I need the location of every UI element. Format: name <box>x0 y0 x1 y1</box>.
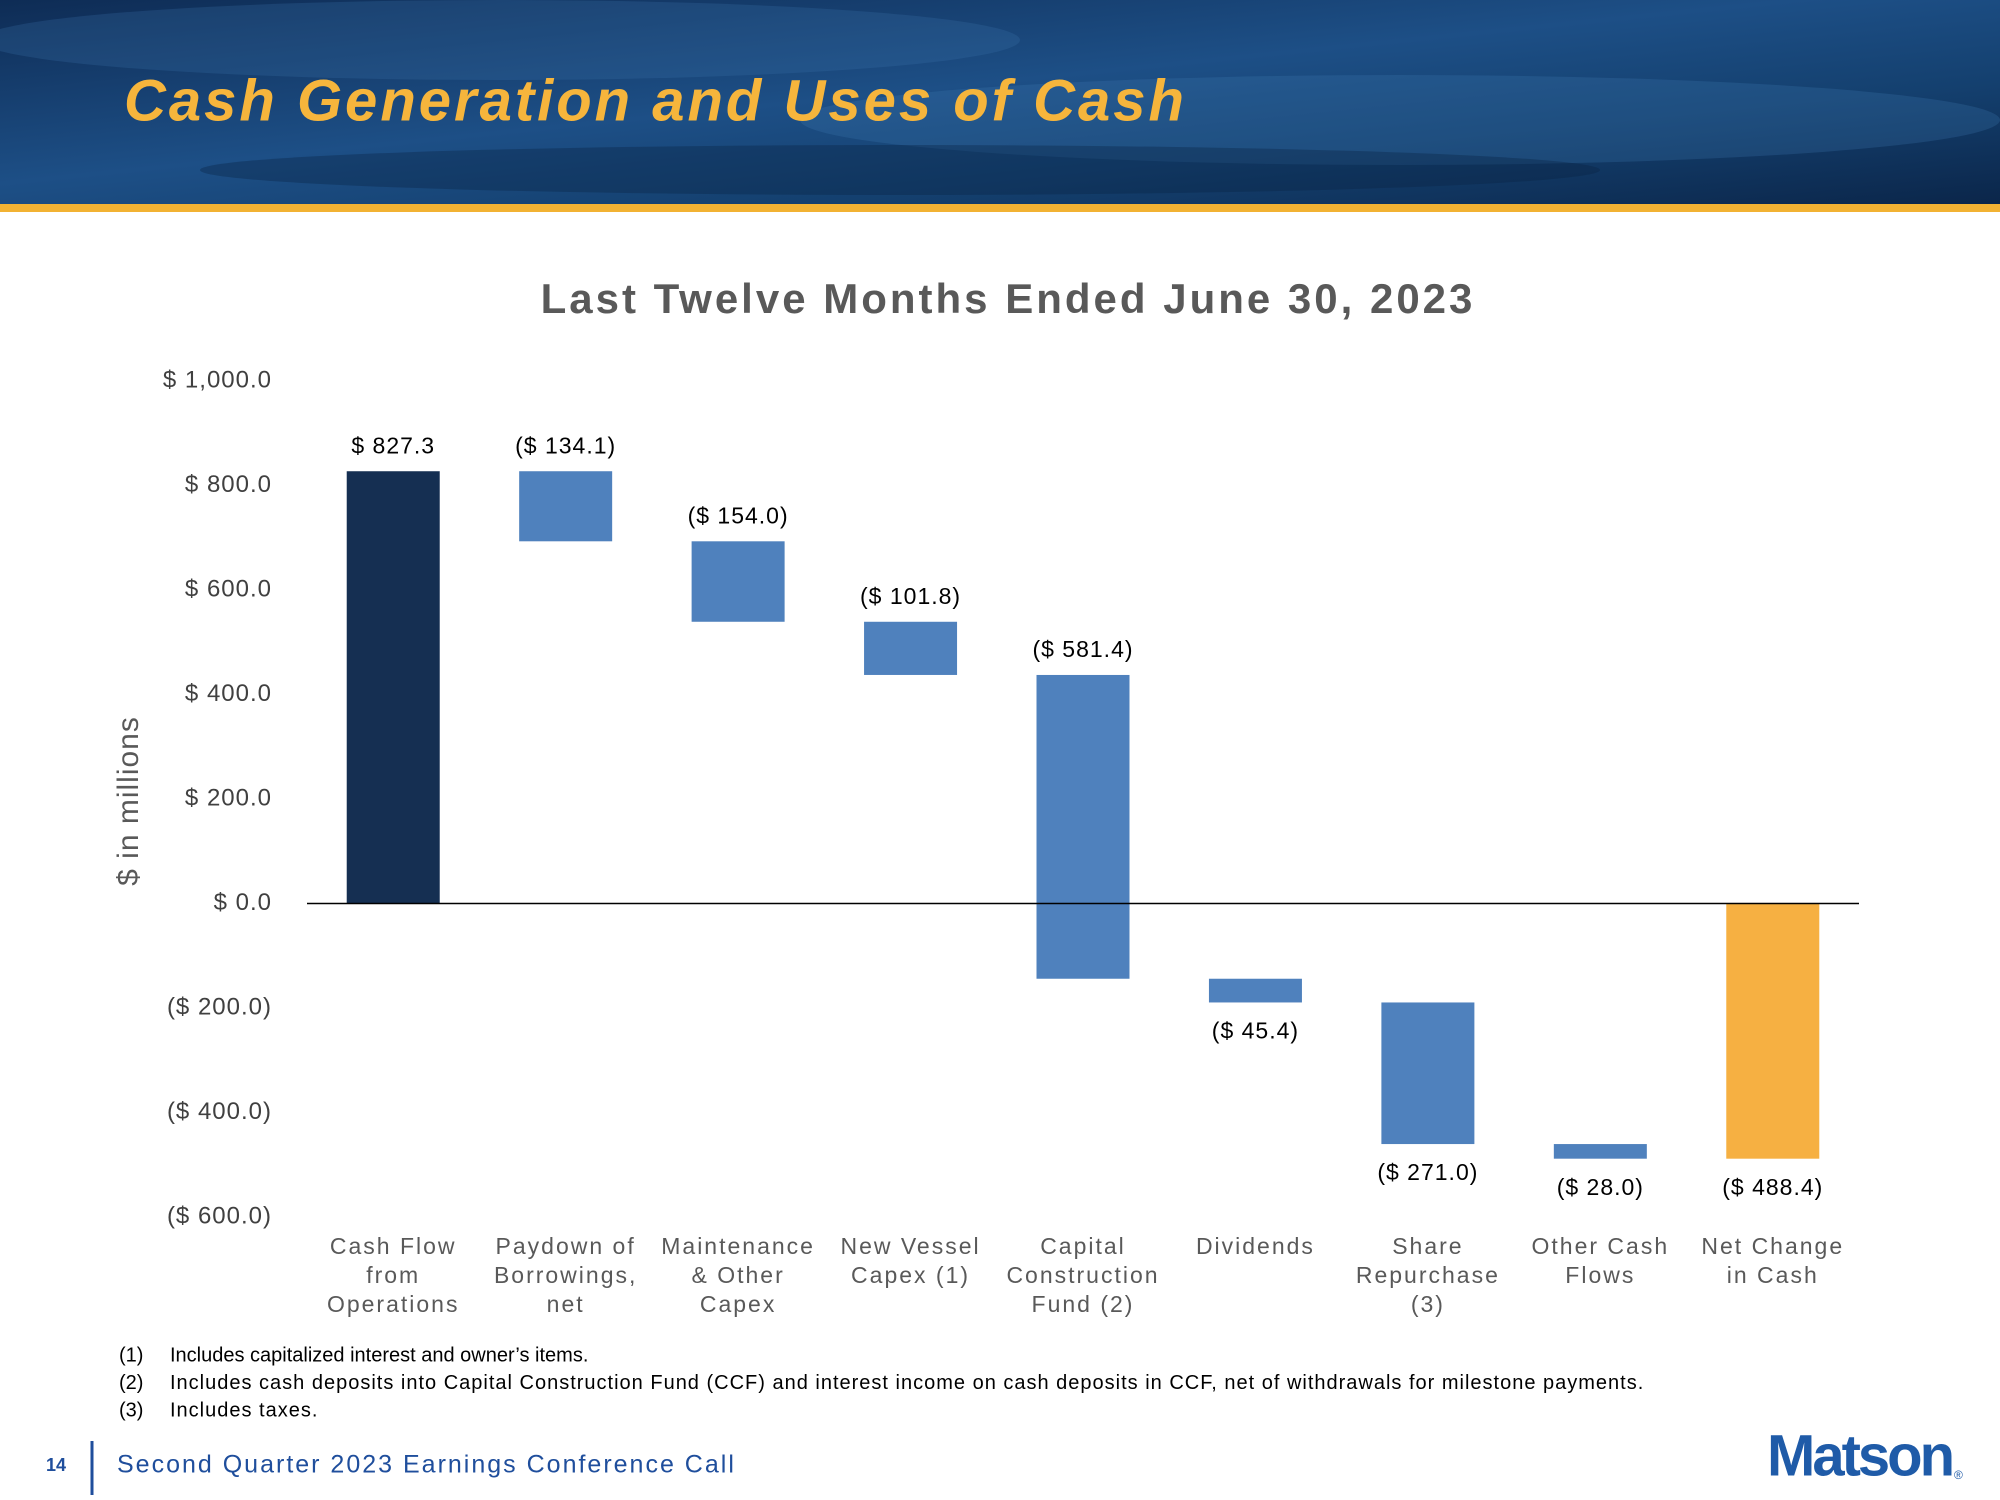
bar <box>346 471 440 904</box>
footnotes: (1) Includes capitalized interest and own… <box>119 1344 1644 1421</box>
bar <box>1553 1144 1647 1159</box>
plot-area: $ 1,000.0 $ 800.0 $ 600.0 $ 400.0 $ 200.0 $ 0… <box>163 366 1859 1229</box>
bar <box>1381 1002 1475 1145</box>
data-label: ($ 581.4) <box>1032 636 1133 662</box>
y-tick-label: $ 800.0 <box>185 471 272 498</box>
footnote-number: (2) <box>119 1372 143 1394</box>
slide-title: Cash Generation and Uses of Cash <box>124 68 1187 133</box>
page-number: 14 <box>46 1455 66 1475</box>
data-label: ($ 101.8) <box>860 583 961 609</box>
x-tick-label: New Vessel Capex (1) <box>840 1233 981 1288</box>
footnote-text: Includes taxes. <box>170 1399 318 1421</box>
y-tick-label: $ 600.0 <box>185 575 272 602</box>
y-tick-label: ($ 400.0) <box>167 1098 272 1125</box>
y-axis-title: $ in millions <box>112 716 145 886</box>
footnote-text: Includes cash deposits into Capital Cons… <box>170 1372 1644 1394</box>
bar <box>864 621 958 675</box>
header-band <box>0 0 2000 212</box>
data-label: ($ 154.0) <box>688 502 789 528</box>
data-label: $ 827.3 <box>351 432 435 458</box>
x-tick-label: Capital Construction Fund (2) <box>1006 1233 1160 1317</box>
chart-title: Last Twelve Months Ended June 30, 2023 <box>541 275 1476 322</box>
logo: Matson <box>1767 1423 1952 1488</box>
y-tick-label: ($ 200.0) <box>167 993 272 1020</box>
footer-text: Second Quarter 2023 Earnings Conference … <box>117 1451 736 1479</box>
y-tick-label: $ 400.0 <box>185 680 272 707</box>
bar <box>1036 674 1130 979</box>
data-label: ($ 488.4) <box>1722 1174 1823 1200</box>
x-tick-label: Share Repurchase (3) <box>1355 1233 1500 1317</box>
footnote-number: (1) <box>119 1344 143 1366</box>
bar <box>519 471 613 542</box>
footnote-number: (3) <box>119 1399 143 1421</box>
logo-mark: ® <box>1954 1468 1963 1482</box>
data-label: ($ 45.4) <box>1212 1018 1299 1044</box>
bar <box>1208 978 1302 1003</box>
footnote-text: Includes capitalized interest and owner’… <box>170 1344 588 1366</box>
x-tick-label: Dividends <box>1195 1233 1315 1259</box>
x-tick-label: Cash Flow from Operations <box>326 1233 460 1317</box>
y-tick-label: $ 0.0 <box>214 889 272 916</box>
bar <box>1726 903 1820 1159</box>
y-tick-label: $ 200.0 <box>185 784 272 811</box>
y-tick-label: ($ 600.0) <box>167 1202 272 1229</box>
data-label: ($ 28.0) <box>1557 1174 1644 1200</box>
y-tick-label: $ 1,000.0 <box>163 366 272 393</box>
data-label: ($ 271.0) <box>1377 1159 1478 1185</box>
bar <box>691 541 785 622</box>
data-label: ($ 134.1) <box>515 432 616 458</box>
x-tick-label: Maintenance & Other Capex <box>661 1233 815 1317</box>
x-tick-label: Paydown of Borrowings, net <box>493 1233 638 1317</box>
x-tick-label: Net Change in Cash <box>1701 1233 1845 1288</box>
x-tick-label: Other Cash Flows <box>1531 1233 1670 1288</box>
